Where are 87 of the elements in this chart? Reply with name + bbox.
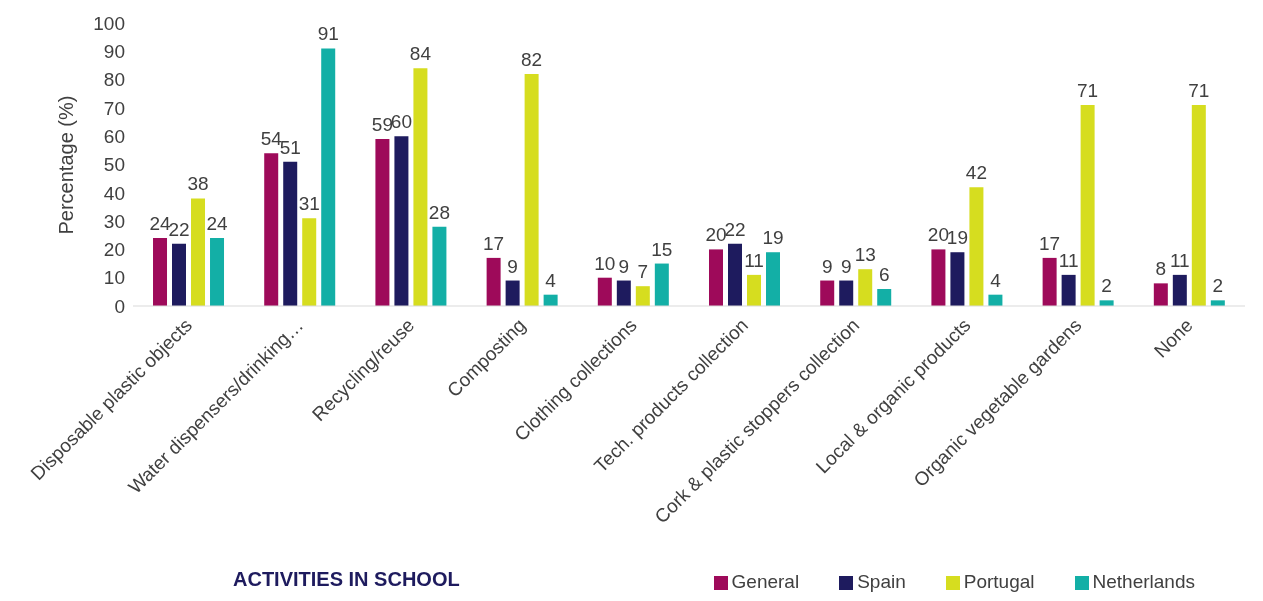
bar	[654, 263, 669, 306]
bar	[839, 280, 854, 306]
y-tick-label: 20	[103, 239, 125, 261]
y-tick-label: 100	[93, 12, 125, 34]
bar	[1080, 105, 1095, 306]
data-label: 9	[618, 255, 630, 277]
bar	[191, 198, 206, 306]
data-label: 2	[1101, 275, 1112, 297]
bar	[283, 161, 298, 306]
y-tick-label: 50	[103, 154, 125, 176]
y-tick-label: 70	[103, 97, 125, 119]
data-label: 31	[298, 193, 320, 215]
y-tick-label: 10	[103, 267, 125, 289]
bar	[321, 48, 336, 306]
data-label: 7	[637, 261, 649, 283]
bar	[931, 249, 946, 306]
bar	[375, 139, 390, 306]
bar	[432, 226, 447, 306]
data-label: 42	[965, 162, 987, 184]
bar	[264, 153, 279, 306]
bar	[210, 238, 225, 306]
data-label: 15	[651, 238, 673, 260]
data-label: 17	[1039, 232, 1061, 254]
data-label: 71	[1188, 80, 1210, 102]
bar	[413, 68, 428, 306]
bar	[728, 243, 743, 306]
data-label: 9	[507, 255, 518, 277]
bar	[172, 243, 187, 306]
bar	[709, 249, 724, 306]
y-tick-label: 60	[103, 125, 125, 147]
bar	[505, 280, 520, 306]
bar	[394, 136, 409, 306]
legend-label: Portugal	[963, 571, 1035, 592]
bar	[616, 280, 631, 306]
data-label: 82	[521, 48, 543, 70]
legend-label: General	[731, 571, 800, 592]
bar	[1172, 274, 1187, 306]
bar	[302, 218, 317, 306]
y-tick-label: 40	[103, 182, 125, 204]
data-label: 4	[990, 269, 1002, 291]
data-label: 51	[279, 136, 301, 158]
y-tick-label: 30	[103, 210, 125, 232]
data-label: 19	[762, 227, 784, 249]
bar	[1153, 283, 1168, 306]
data-label: 11	[1058, 249, 1079, 271]
data-label: 9	[821, 255, 833, 277]
data-label: 28	[428, 201, 450, 223]
data-label: 11	[1169, 249, 1190, 271]
data-label: 17	[483, 232, 505, 254]
bar	[597, 277, 612, 306]
data-label: 38	[187, 173, 209, 195]
bar	[766, 252, 781, 306]
y-tick-label: 90	[103, 41, 125, 63]
legend-label: Netherlands	[1092, 571, 1195, 592]
bar	[1191, 105, 1206, 306]
data-label: 20	[927, 224, 949, 246]
bar	[486, 257, 501, 306]
legend-label: Spain	[857, 571, 906, 592]
bar	[153, 238, 168, 306]
data-label: 20	[705, 224, 727, 246]
y-axis-title: Percentage (%)	[55, 95, 78, 235]
bar	[524, 73, 539, 306]
data-label: 6	[878, 264, 890, 286]
data-label: 11	[744, 249, 764, 271]
data-label: 4	[545, 269, 557, 291]
data-label: 59	[371, 114, 393, 136]
data-label: 71	[1077, 80, 1099, 102]
data-label: 8	[1155, 258, 1167, 280]
bar	[820, 280, 835, 306]
data-label: 9	[840, 255, 852, 277]
x-axis-title: ACTIVITIES IN SCHOOL	[233, 568, 460, 591]
bar	[969, 187, 984, 306]
bar	[950, 252, 965, 306]
y-tick-label: 0	[114, 295, 125, 317]
bar	[747, 274, 762, 306]
bar	[1042, 257, 1057, 306]
bar	[635, 286, 650, 306]
data-label: 91	[317, 23, 339, 45]
bar	[858, 269, 873, 306]
y-tick-label: 80	[103, 69, 125, 91]
data-label: 24	[206, 213, 229, 235]
data-label: 10	[594, 252, 616, 274]
data-label: 84	[409, 43, 432, 65]
bar	[877, 289, 892, 306]
data-label: 13	[854, 244, 876, 266]
data-label: 2	[1212, 275, 1224, 297]
bar	[1061, 274, 1076, 306]
